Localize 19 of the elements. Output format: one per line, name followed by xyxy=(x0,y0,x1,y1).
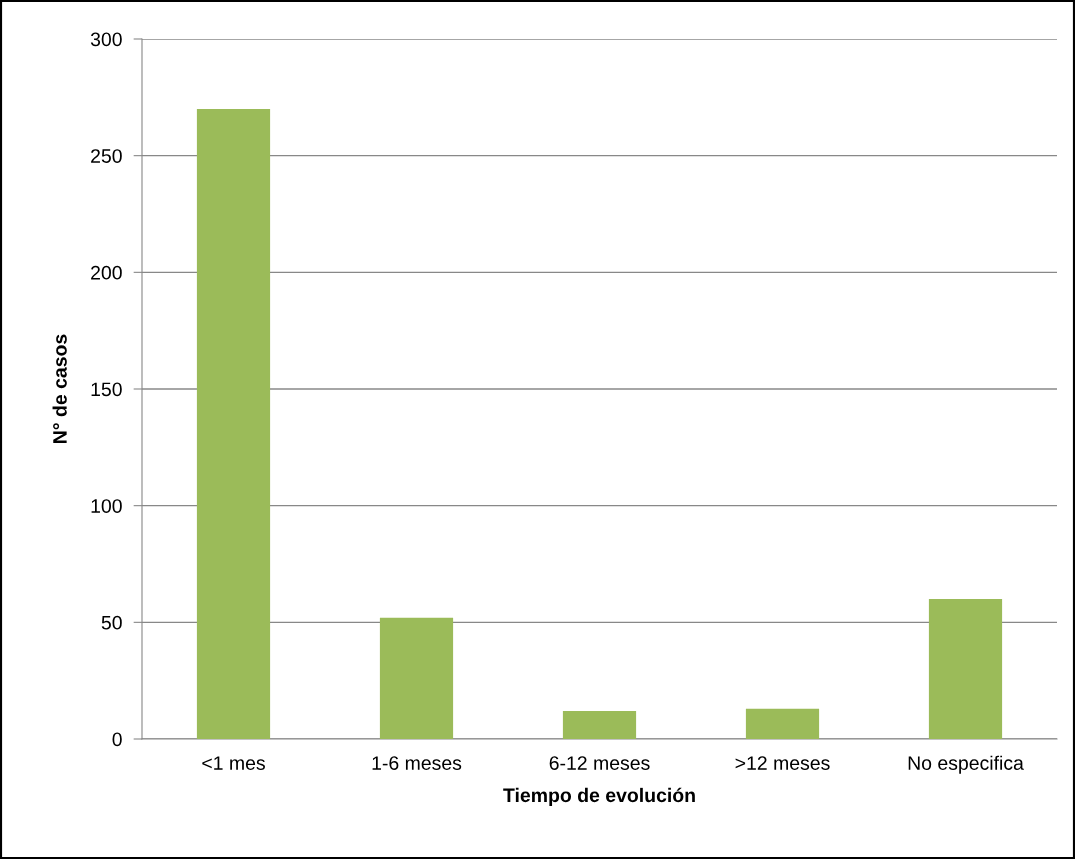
y-tick-label: 0 xyxy=(112,732,122,747)
x-axis-title: Tiempo de evolución xyxy=(503,787,695,806)
bar xyxy=(745,708,820,739)
y-tick-label: 50 xyxy=(101,615,122,630)
y-tick-label: 100 xyxy=(91,499,122,513)
x-tick-label: >12 meses xyxy=(735,756,830,770)
x-tick-label: No especifica xyxy=(908,755,1024,774)
y-axis-title: N° de casos xyxy=(52,334,67,443)
bar xyxy=(562,711,637,739)
y-tick-label: 200 xyxy=(91,265,122,280)
x-tick-label: 6-12 meses xyxy=(549,756,650,770)
x-tick-label: <1 mes xyxy=(202,756,265,770)
y-tick-label: 250 xyxy=(91,149,122,163)
bar xyxy=(196,109,271,739)
y-tick-label: 300 xyxy=(90,32,122,47)
x-tick-label: 1-6 meses xyxy=(372,756,462,770)
bar xyxy=(928,599,1003,739)
bar xyxy=(379,617,454,739)
y-tick-label: 150 xyxy=(91,382,122,397)
